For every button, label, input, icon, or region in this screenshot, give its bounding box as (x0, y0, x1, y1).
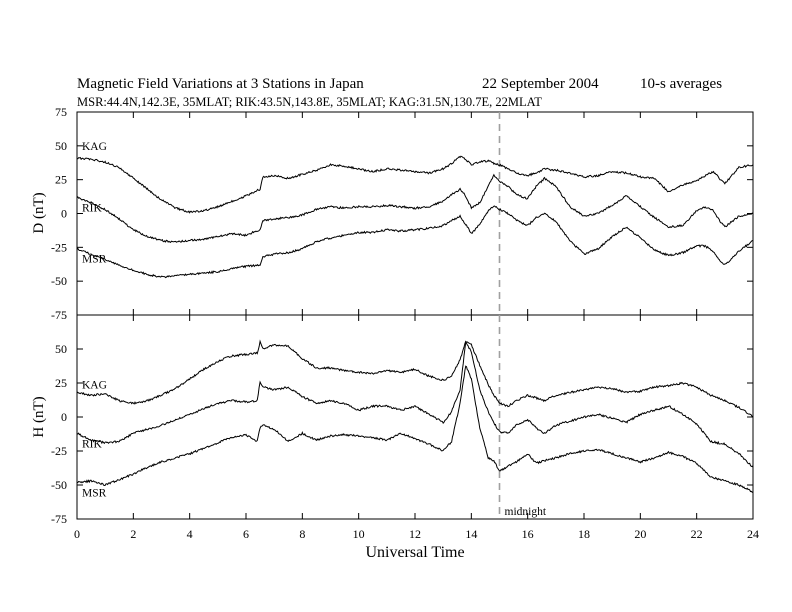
d-panel-ylabel: D (nT) (31, 192, 47, 233)
x-axis-label: Universal Time (365, 544, 464, 561)
series-label-H-kag: KAG (82, 380, 107, 392)
series-label-H-msr: MSR (82, 487, 107, 499)
panel-H-ytick-label: -75 (51, 512, 67, 526)
h-panel-ylabel: H (nT) (31, 396, 47, 437)
x-tick-label: 2 (130, 527, 136, 541)
panel-H-ytick-label: 50 (55, 342, 67, 356)
x-tick-label: 18 (578, 527, 590, 541)
panel-D-ytick-label: -50 (51, 274, 67, 288)
chart-date: 22 September 2004 (482, 76, 599, 92)
x-tick-label: 8 (299, 527, 305, 541)
panel-D-frame (76, 111, 754, 316)
panels-group: 75 50 25 0 -25 -50 -75 KAG RIK MSR 50 25 0 -25 -50 -75 0… (51, 105, 759, 541)
x-tick-label: 6 (243, 527, 249, 541)
series-line-H-msr (76, 365, 754, 493)
chart-averaging: 10-s averages (640, 76, 722, 92)
x-tick-label: 10 (353, 527, 365, 541)
panel-D-ytick-label: 0 (61, 207, 67, 221)
series-line-D-rik (76, 173, 754, 243)
series-line-D-kag (76, 155, 754, 214)
panel-H-ytick-label: 0 (61, 410, 67, 424)
panel-H-ytick-label: -50 (51, 478, 67, 492)
panel-H-ytick-label: 25 (55, 376, 67, 390)
series-label-D-msr: MSR (82, 254, 107, 266)
x-tick-label: 24 (747, 527, 759, 541)
x-tick-label: 14 (465, 527, 477, 541)
series-line-H-rik (76, 341, 754, 468)
panel-H-frame (76, 314, 754, 520)
x-tick-label: 16 (522, 527, 534, 541)
x-tick-label: 4 (187, 527, 193, 541)
panel-H-ytick-label: -25 (51, 444, 67, 458)
x-tick-label: 22 (691, 527, 703, 541)
panel-D-ytick-label: 75 (55, 105, 67, 119)
panel-D-ytick-label: -25 (51, 240, 67, 254)
station-coordinates: MSR:44.4N,142.3E, 35MLAT; RIK:43.5N,143.… (77, 95, 542, 109)
panel-D-ytick-label: 50 (55, 139, 67, 153)
x-tick-label: 12 (409, 527, 421, 541)
x-tick-label: 0 (74, 527, 80, 541)
x-tick-label: 20 (634, 527, 646, 541)
series-line-D-msr (76, 205, 754, 279)
midnight-label: midnight (505, 506, 547, 518)
series-line-H-kag (76, 339, 754, 418)
panel-D-ytick-label: 25 (55, 173, 67, 187)
series-label-D-kag: KAG (82, 141, 107, 153)
series-label-H-rik: RIK (82, 438, 103, 450)
chart-title: Magnetic Field Variations at 3 Stations … (77, 76, 364, 92)
series-label-D-rik: RIK (82, 202, 103, 214)
panel-D-ytick-label: -75 (51, 308, 67, 322)
